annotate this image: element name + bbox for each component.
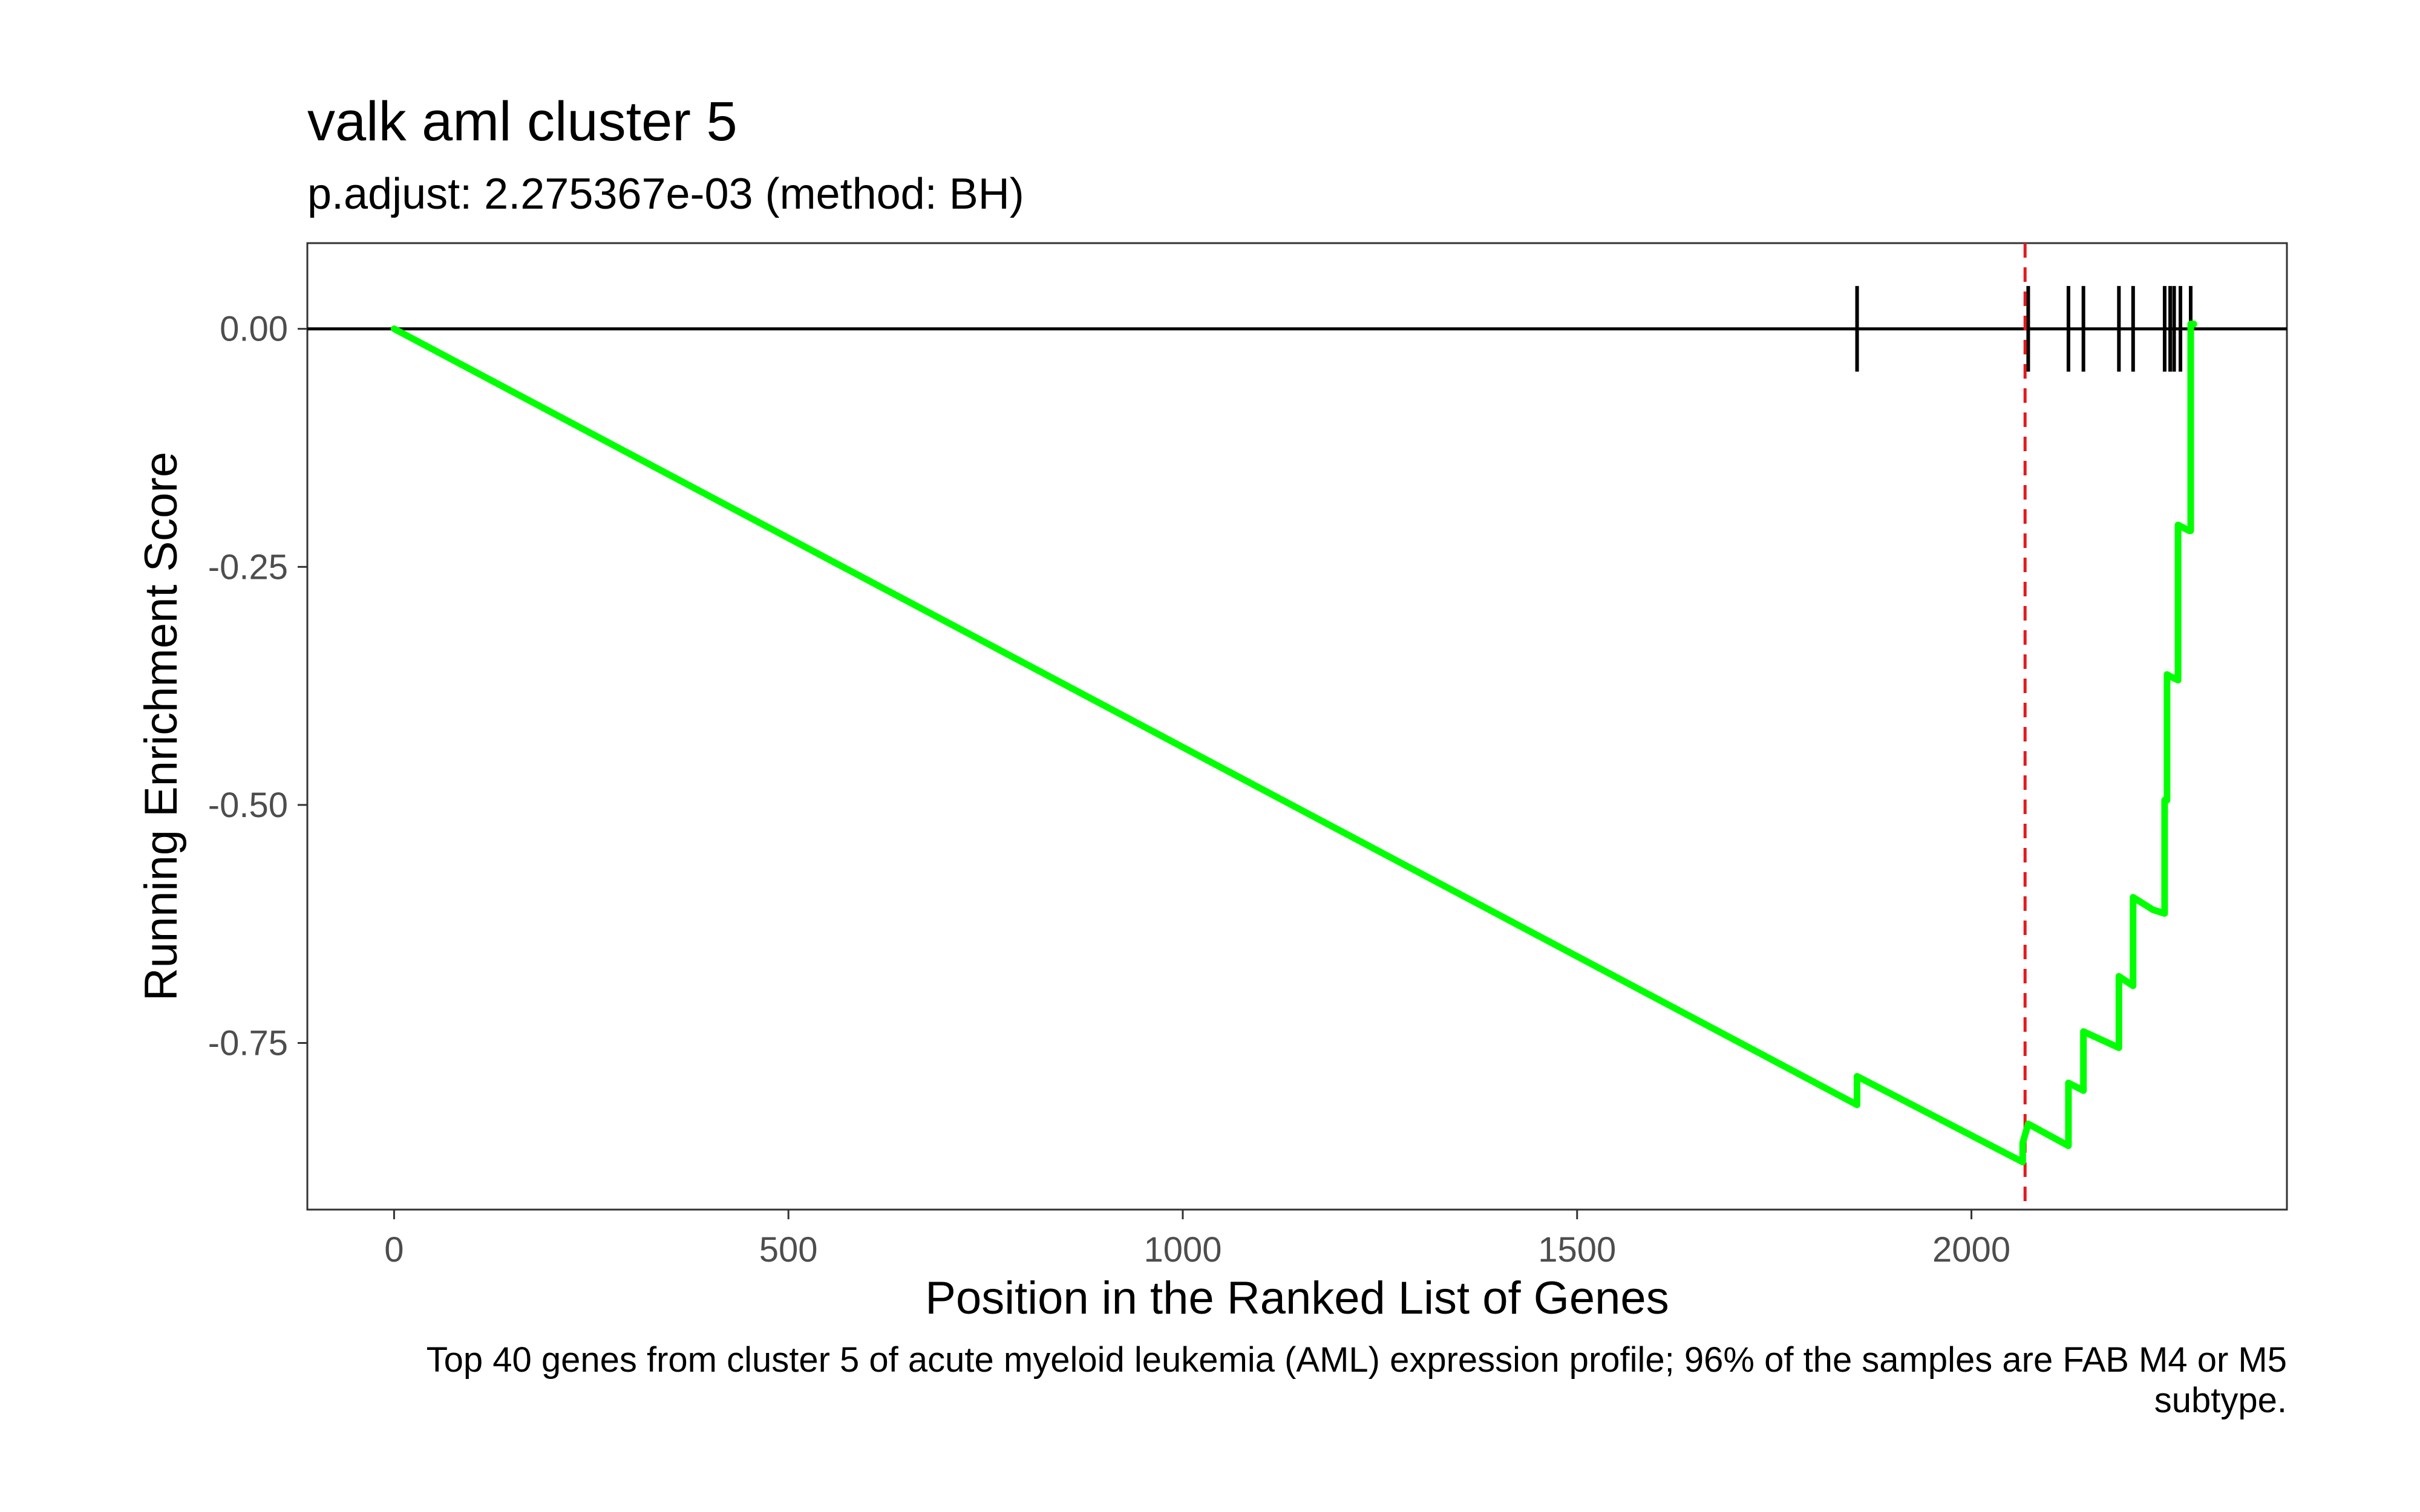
x-tick-label: 500 — [759, 1230, 818, 1269]
caption-line-1: Top 40 genes from cluster 5 of acute mye… — [427, 1340, 2287, 1380]
y-tick-label: -0.75 — [208, 1023, 288, 1063]
chart-subtitle: p.adjust: 2.275367e-03 (method: BH) — [307, 170, 1024, 218]
enrichment-score-series — [390, 321, 2197, 1165]
y-tick-label: -0.50 — [208, 786, 288, 825]
running-enrichment-score-line — [390, 321, 2197, 1165]
x-tick-label: 2000 — [1932, 1230, 2010, 1269]
x-axis: 0 500 1000 1500 2000 — [384, 1210, 2010, 1269]
x-axis-title: Position in the Ranked List of Genes — [925, 1272, 1669, 1324]
caption-line-2: subtype. — [2154, 1381, 2287, 1420]
y-tick-label: -0.25 — [208, 547, 288, 587]
y-axis-title: Running Enrichment Score — [136, 452, 187, 1001]
x-tick-label: 1500 — [1538, 1230, 1616, 1269]
chart-title: valk aml cluster 5 — [307, 91, 737, 152]
x-tick-label: 0 — [384, 1230, 404, 1269]
x-tick-label: 1000 — [1143, 1230, 1221, 1269]
y-axis: 0.00 -0.25 -0.50 -0.75 — [208, 310, 307, 1063]
plot-panel — [306, 242, 2288, 1211]
gene-hit-ticks — [1855, 285, 2193, 372]
y-tick-label: 0.00 — [220, 310, 288, 349]
